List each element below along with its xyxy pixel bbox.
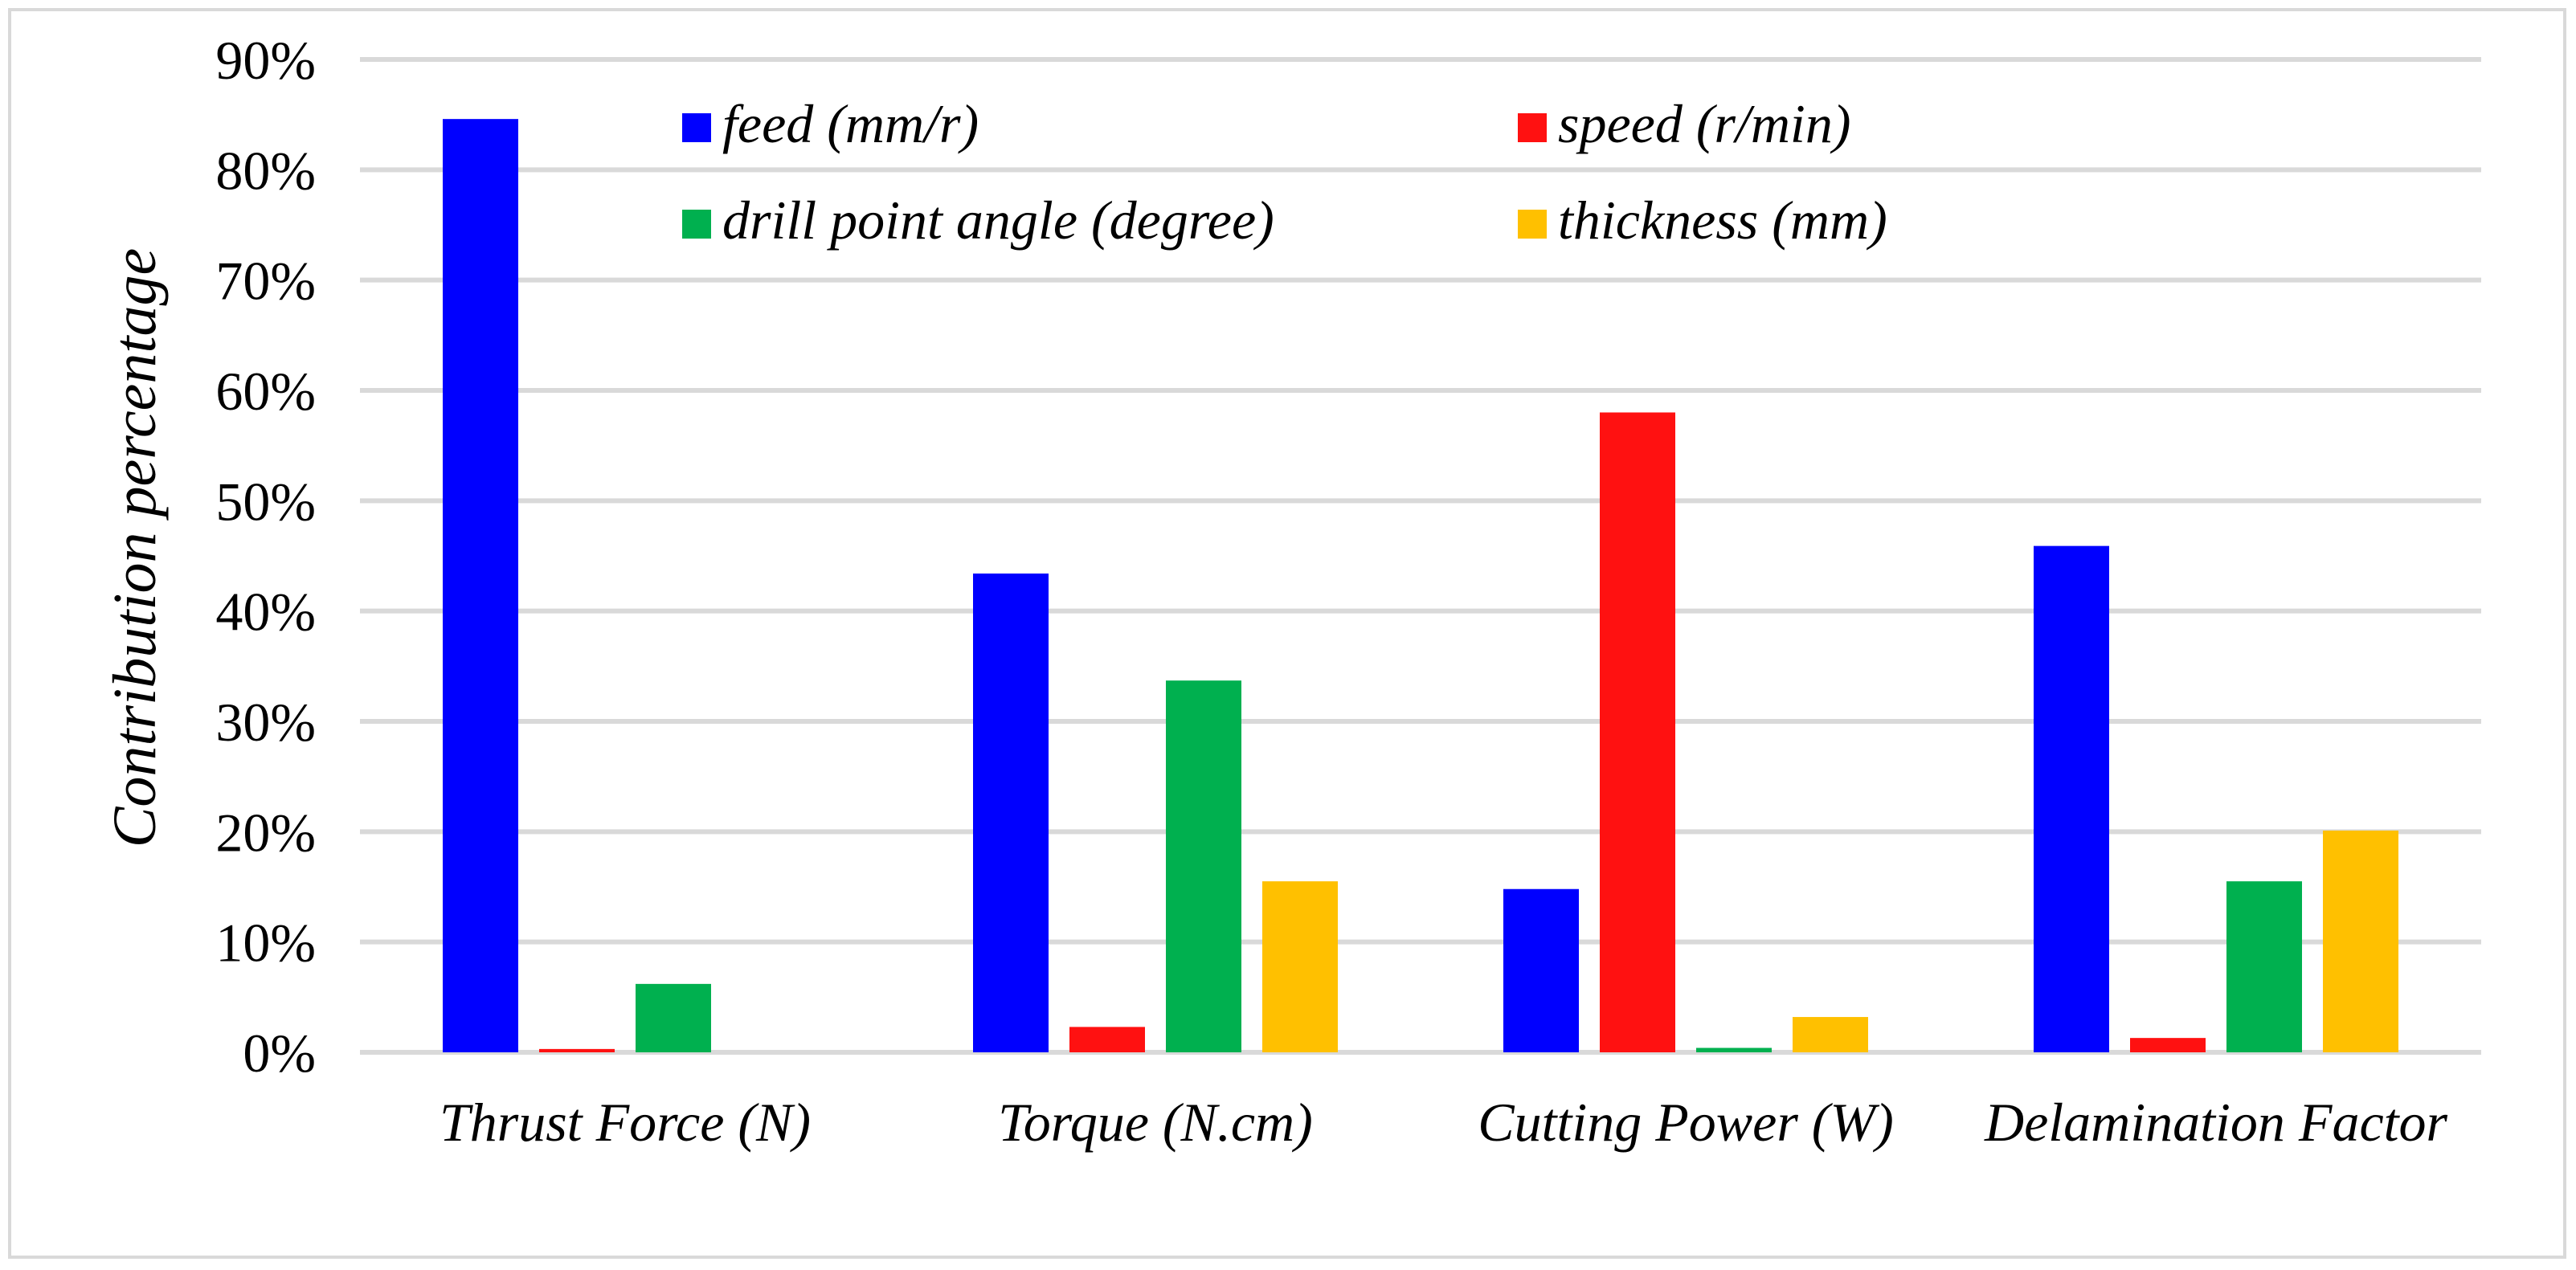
bar-3-2 [2226,881,2302,1052]
y-tick-label: 0% [243,1023,316,1084]
y-tick-label: 40% [215,582,316,643]
bar-3-3 [2323,830,2398,1052]
y-tick-label: 70% [215,251,316,312]
legend: feed (mm/r) speed (r/min) drill point angl… [682,93,1887,251]
bar-1-0 [973,573,1049,1052]
legend-label: feed (mm/r) [722,93,979,154]
bar-1-3 [1262,881,1338,1052]
bar-2-3 [1793,1017,1868,1052]
y-tick-label: 50% [215,471,316,532]
legend-swatch [682,113,711,142]
x-category-label: Thrust Force (N) [440,1092,811,1153]
bar-3-1 [2130,1038,2206,1052]
x-category-label: Cutting Power (W) [1478,1092,1894,1153]
bars [443,119,2398,1052]
bar-1-2 [1166,680,1241,1052]
y-axis-ticks: 0% 10% 20% 30% 40% 50% 60% 70% 80% 90% [215,30,316,1084]
x-category-label: Delamination Factor [1984,1092,2448,1153]
bar-2-0 [1503,888,1579,1052]
x-category-label: Torque (N.cm) [998,1092,1313,1153]
bar-0-2 [636,983,711,1052]
y-tick-label: 80% [215,140,316,201]
bar-0-0 [443,119,518,1052]
legend-label: drill point angle (degree) [722,190,1274,251]
x-axis-categories: Thrust Force (N) Torque (N.cm) Cutting Pow… [440,1092,2448,1153]
bar-3-0 [2034,545,2109,1052]
bar-2-1 [1600,412,1675,1052]
gridlines [360,57,2481,1055]
y-tick-label: 30% [215,692,316,753]
y-axis-title: Contribution percentage [101,248,169,848]
y-tick-label: 60% [215,361,316,422]
bar-2-2 [1696,1047,1772,1052]
bar-1-1 [1069,1027,1145,1052]
y-tick-label: 10% [215,913,316,974]
y-tick-label: 90% [215,30,316,91]
legend-swatch [1518,210,1547,239]
legend-label: speed (r/min) [1558,93,1850,154]
legend-label: thickness (mm) [1558,190,1887,251]
bar-0-1 [539,1048,615,1052]
legend-swatch [1518,113,1547,142]
legend-swatch [682,210,711,239]
y-tick-label: 20% [215,802,316,863]
